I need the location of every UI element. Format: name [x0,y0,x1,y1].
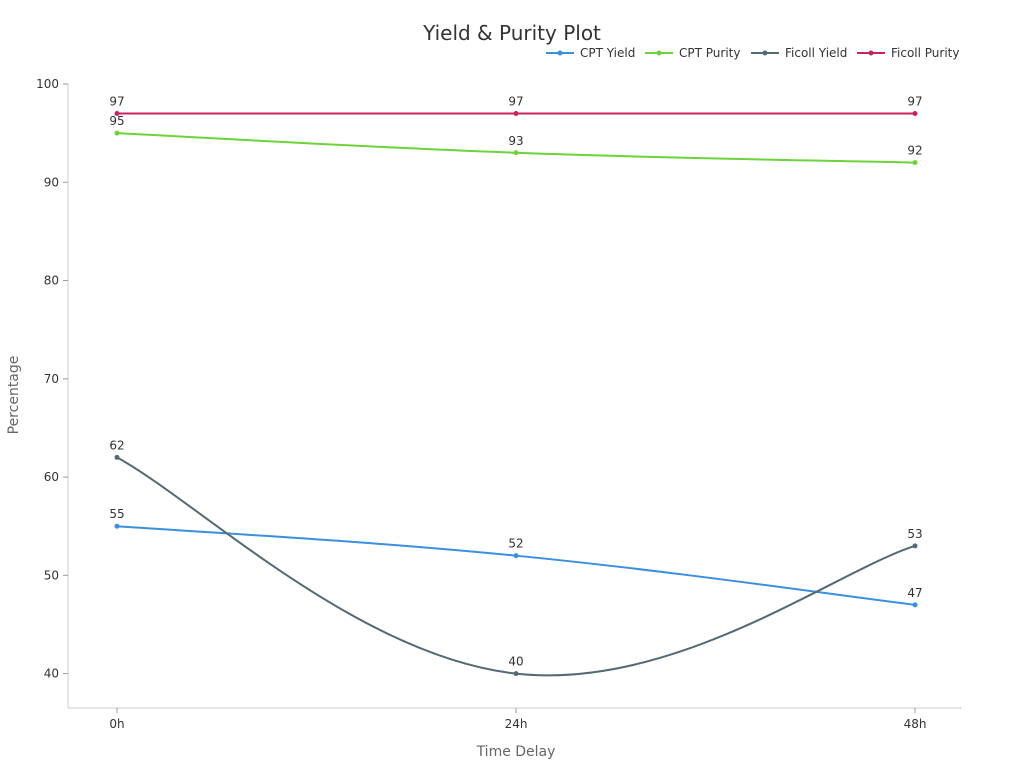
data-point-cpt-yield [513,553,519,559]
x-ticks: 0h 24h 48h [109,708,926,731]
y-tick-label: 70 [44,372,59,386]
y-tick-label: 90 [44,175,59,189]
y-tick-label: 40 [44,667,59,681]
data-point-ficoll-yield [912,543,918,549]
data-point-ficoll-yield [114,454,120,460]
y-tick-label: 60 [44,470,59,484]
data-point-ficoll-purity [513,110,519,116]
y-ticks: 40 50 60 70 80 90 100 [36,77,68,681]
data-label-ficoll-purity: 97 [109,94,124,108]
legend-item-cpt-purity[interactable]: CPT Purity [645,46,740,60]
data-label-ficoll-yield: 40 [508,655,523,669]
legend-item-ficoll-yield[interactable]: Ficoll Yield [751,46,847,60]
x-tick-label: 24h [505,717,528,731]
x-axis-title: Time Delay [476,744,556,760]
data-point-ficoll-purity [912,110,918,116]
data-label-ficoll-yield: 62 [109,438,124,452]
data-label-cpt-yield: 52 [508,537,523,551]
data-point-cpt-purity [513,150,519,156]
data-label-ficoll-purity: 97 [508,94,523,108]
legend-marker [656,50,662,56]
data-point-cpt-yield [912,602,918,608]
legend-item-ficoll-purity[interactable]: Ficoll Purity [857,46,960,60]
legend-marker [868,50,874,56]
data-label-cpt-purity: 93 [508,134,523,148]
legend: CPT Yield CPT Purity Ficoll Yield Ficoll Pu… [546,46,960,60]
legend-label: CPT Purity [679,46,740,60]
x-tick-label: 0h [109,717,124,731]
legend-label: CPT Yield [580,46,635,60]
legend-label: Ficoll Purity [891,46,960,60]
data-label-cpt-yield: 55 [109,507,124,521]
legend-marker [762,50,768,56]
data-label-cpt-yield: 47 [907,586,922,600]
chart-title: Yield & Purity Plot [422,21,601,45]
series-group [114,110,918,677]
data-point-cpt-purity [912,160,918,166]
legend-label: Ficoll Yield [785,46,847,60]
data-label-cpt-purity: 92 [907,144,922,158]
series-line-ficoll-yield [116,456,916,677]
data-label-cpt-purity: 95 [109,114,124,128]
data-label-ficoll-yield: 53 [907,527,922,541]
data-label-ficoll-purity: 97 [907,94,922,108]
y-tick-label: 50 [44,568,59,582]
data-labels: 55 52 47 95 93 92 62 40 53 97 97 97 [109,94,922,668]
legend-item-cpt-yield[interactable]: CPT Yield [546,46,635,60]
y-tick-label: 80 [44,274,59,288]
y-axis-title: Percentage [6,356,22,435]
data-point-cpt-yield [114,523,120,529]
data-point-cpt-purity [114,130,120,136]
data-point-ficoll-purity [114,110,120,116]
data-point-ficoll-yield [513,671,519,677]
y-tick-label: 100 [36,77,59,91]
x-tick-label: 48h [904,717,927,731]
legend-marker [557,50,563,56]
axes [67,84,962,709]
